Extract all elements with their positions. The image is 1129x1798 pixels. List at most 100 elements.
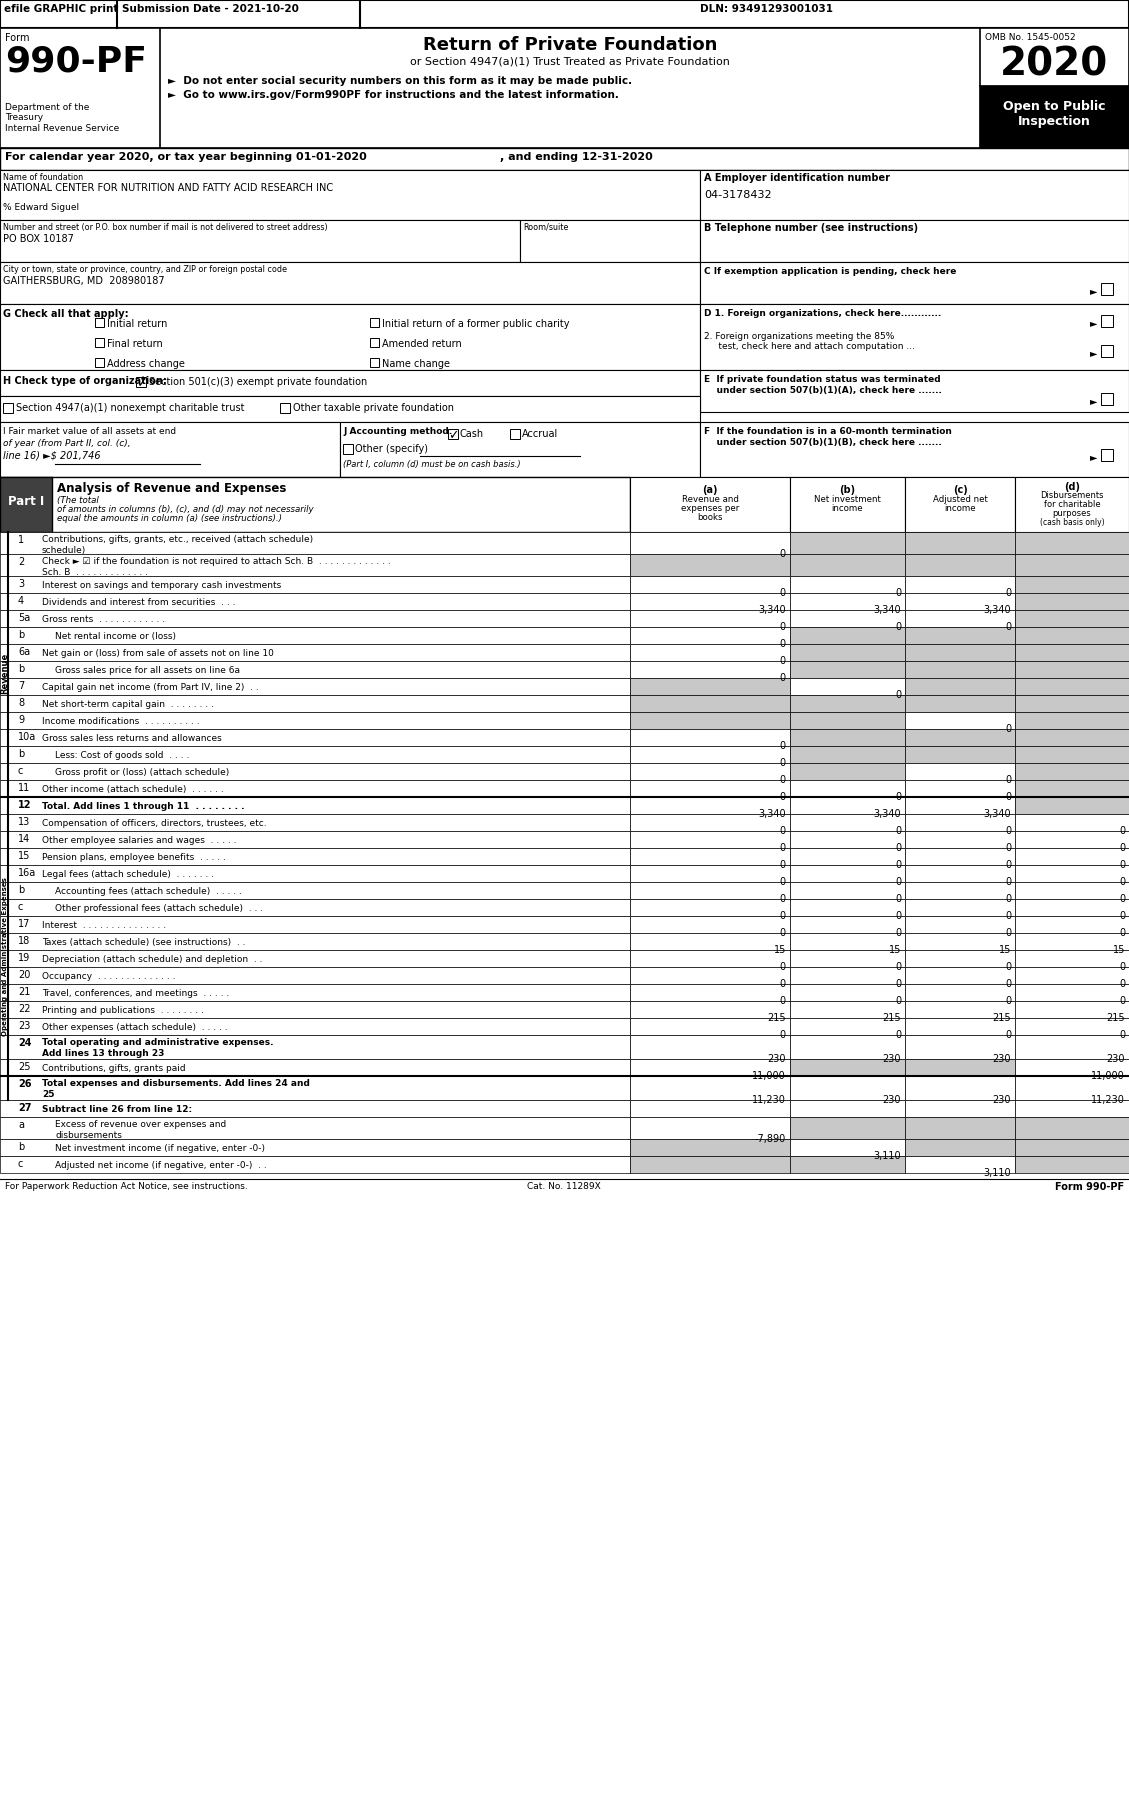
Text: Department of the: Department of the (5, 102, 89, 111)
Bar (700, 171, 1129, 219)
Bar (0, 304, 700, 370)
Bar (0, 797, 630, 814)
Text: 15: 15 (999, 946, 1010, 955)
Text: C If exemption application is pending, check here: C If exemption application is pending, c… (704, 266, 956, 277)
Bar (905, 1117, 1015, 1138)
Bar (630, 899, 790, 915)
Text: 22: 22 (18, 1003, 30, 1014)
Text: 24: 24 (18, 1037, 32, 1048)
Text: 0: 0 (780, 588, 786, 599)
Text: 0: 0 (1119, 894, 1124, 904)
Bar (1015, 610, 1129, 628)
Text: (Part I, column (d) must be on cash basis.): (Part I, column (d) must be on cash basi… (343, 460, 520, 469)
Text: income: income (831, 503, 863, 512)
Bar (905, 865, 1015, 883)
Text: 990-PF: 990-PF (5, 43, 147, 77)
Text: ►  Do not enter social security numbers on this form as it may be made public.: ► Do not enter social security numbers o… (168, 76, 632, 86)
Bar (980, 86, 1129, 147)
Bar (1015, 696, 1129, 712)
Bar (448, 430, 458, 439)
Text: Sch. B  . . . . . . . . . . . . .: Sch. B . . . . . . . . . . . . . (42, 568, 148, 577)
Bar (0, 762, 630, 780)
Bar (905, 476, 1015, 532)
Bar (790, 644, 905, 662)
Bar (790, 575, 905, 593)
Text: 0: 0 (780, 912, 786, 921)
Bar (630, 1036, 790, 1059)
Bar (0, 883, 630, 899)
Text: 0: 0 (1005, 894, 1010, 904)
Bar (700, 263, 1129, 304)
Text: Gross profit or (loss) (attach schedule): Gross profit or (loss) (attach schedule) (55, 768, 229, 777)
Bar (790, 814, 905, 831)
Text: ►: ► (1089, 318, 1097, 327)
Bar (0, 967, 630, 984)
Text: Printing and publications  . . . . . . . .: Printing and publications . . . . . . . … (42, 1007, 204, 1016)
Text: 15: 15 (773, 946, 786, 955)
Text: Revenue and: Revenue and (682, 494, 738, 503)
Text: Address change: Address change (107, 360, 185, 369)
Bar (905, 883, 1015, 899)
Bar (630, 1018, 790, 1036)
Text: % Edward Siguel: % Edward Siguel (3, 203, 79, 212)
Bar (1015, 915, 1129, 933)
Text: Excess of revenue over expenses and: Excess of revenue over expenses and (55, 1120, 226, 1129)
Bar (1101, 394, 1113, 405)
Text: 0: 0 (1005, 791, 1010, 802)
Bar (790, 831, 905, 849)
Text: 0: 0 (895, 859, 901, 870)
Text: City or town, state or province, country, and ZIP or foreign postal code: City or town, state or province, country… (3, 264, 287, 273)
Text: 0: 0 (895, 912, 901, 921)
Text: For Paperwork Reduction Act Notice, see instructions.: For Paperwork Reduction Act Notice, see … (5, 1181, 247, 1190)
Bar (520, 219, 700, 263)
Bar (905, 610, 1015, 628)
Text: Submission Date - 2021-10-20: Submission Date - 2021-10-20 (122, 4, 299, 14)
Text: 0: 0 (895, 588, 901, 599)
Text: 230: 230 (992, 1095, 1010, 1106)
Bar (1015, 814, 1129, 831)
Bar (905, 949, 1015, 967)
Bar (905, 628, 1015, 644)
Text: 0: 0 (1005, 928, 1010, 939)
Text: c: c (18, 766, 24, 777)
Text: 15: 15 (18, 850, 30, 861)
Text: Adjusted net income (if negative, enter -0-)  . .: Adjusted net income (if negative, enter … (55, 1162, 266, 1170)
Bar (1015, 728, 1129, 746)
Text: 0: 0 (780, 548, 786, 559)
Text: Other expenses (attach schedule)  . . . . .: Other expenses (attach schedule) . . . .… (42, 1023, 228, 1032)
Bar (1101, 315, 1113, 327)
Text: purposes: purposes (1052, 509, 1092, 518)
Bar (905, 593, 1015, 610)
Text: 0: 0 (780, 791, 786, 802)
Bar (1015, 1018, 1129, 1036)
Text: Name of foundation: Name of foundation (3, 173, 84, 182)
Text: Section 501(c)(3) exempt private foundation: Section 501(c)(3) exempt private foundat… (149, 378, 367, 387)
Text: expenses per: expenses per (681, 503, 739, 512)
Text: 0: 0 (895, 962, 901, 973)
Text: 11,230: 11,230 (1091, 1095, 1124, 1106)
Text: test, check here and attach computation ...: test, check here and attach computation … (704, 342, 914, 351)
Bar (630, 610, 790, 628)
Bar (790, 610, 905, 628)
Bar (790, 728, 905, 746)
Bar (905, 712, 1015, 728)
Bar (1015, 1075, 1129, 1100)
Text: 215: 215 (883, 1012, 901, 1023)
Text: (c): (c) (953, 485, 968, 494)
Text: Taxes (attach schedule) (see instructions)  . .: Taxes (attach schedule) (see instruction… (42, 939, 245, 948)
Text: 0: 0 (780, 962, 786, 973)
Bar (790, 628, 905, 644)
Text: Adjusted net: Adjusted net (933, 494, 988, 503)
Bar (1015, 532, 1129, 554)
Text: 0: 0 (1005, 588, 1010, 599)
Bar (905, 1138, 1015, 1156)
Text: 0: 0 (780, 775, 786, 786)
Text: GAITHERSBURG, MD  208980187: GAITHERSBURG, MD 208980187 (3, 277, 165, 286)
Bar (630, 476, 790, 532)
Bar (790, 746, 905, 762)
Bar (630, 696, 790, 712)
Text: 3,340: 3,340 (874, 604, 901, 615)
Bar (905, 831, 1015, 849)
Text: Accounting fees (attach schedule)  . . . . .: Accounting fees (attach schedule) . . . … (55, 886, 242, 895)
Bar (0, 696, 630, 712)
